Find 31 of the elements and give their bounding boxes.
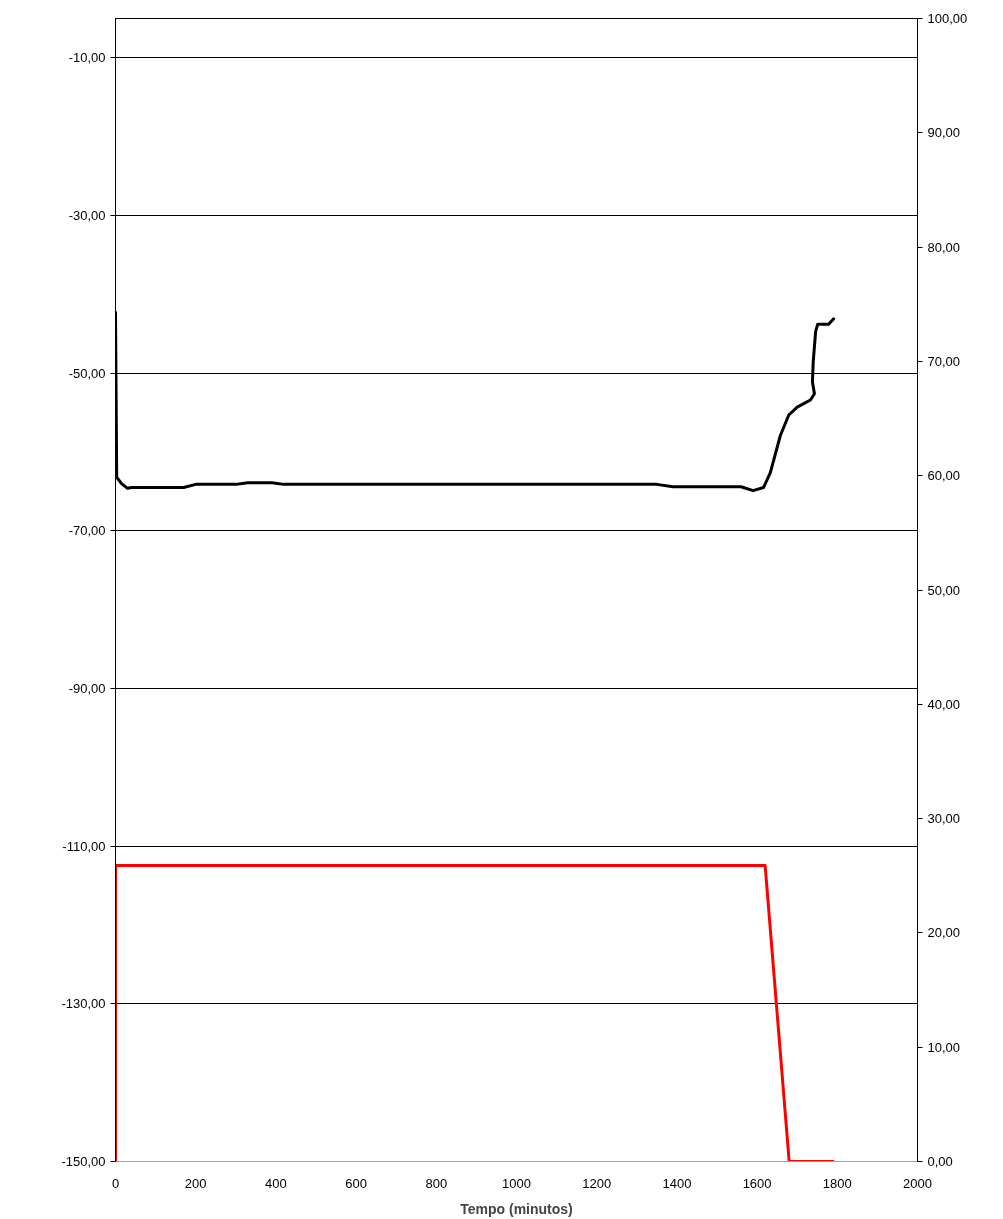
x-tick-label: 600 (345, 1175, 367, 1191)
x-tick-label: 1400 (662, 1175, 692, 1191)
y-tick-label: -90,00 (68, 681, 106, 697)
y2-tick-label: 20,00 (927, 925, 961, 941)
y2-tick-label: 10,00 (927, 1039, 961, 1055)
y-tick-label: -130,00 (61, 996, 106, 1012)
x-axis-title: Tempo (minutos) (460, 1200, 573, 1217)
y2-tick-label: 70,00 (927, 353, 961, 369)
x-tick-label: 1800 (822, 1175, 852, 1191)
y2-tick-label: 60,00 (927, 468, 961, 484)
x-tick-label: 200 (184, 1175, 207, 1191)
x-tick-label: 1000 (502, 1175, 531, 1191)
y2-tick-label: 50,00 (927, 582, 961, 598)
y-tick-label: -70,00 (68, 523, 106, 539)
x-tick-label: 1200 (582, 1175, 612, 1191)
y2-tick-label: 100,00 (927, 11, 968, 26)
x-tick-label: 2000 (903, 1175, 932, 1191)
y2-tick-label: 90,00 (927, 125, 961, 141)
x-tick-label: 400 (265, 1175, 287, 1191)
y-tick-label: -50,00 (68, 365, 106, 381)
x-tick-label: 0 (111, 1175, 120, 1191)
y-tick-label: -30,00 (68, 208, 106, 224)
y2-tick-label: 40,00 (927, 696, 961, 712)
y-tick-label: -110,00 (62, 838, 106, 854)
x-tick-label: 1600 (742, 1175, 772, 1191)
y2-tick-label: 0,00 (927, 1154, 953, 1169)
y-tick-label: -10,00 (68, 50, 106, 66)
x-tick-label: 800 (425, 1175, 448, 1191)
y-tick-label: -150,00 (61, 1154, 106, 1169)
y2-tick-label: 80,00 (927, 239, 961, 255)
y2-tick-label: 30,00 (927, 811, 961, 827)
